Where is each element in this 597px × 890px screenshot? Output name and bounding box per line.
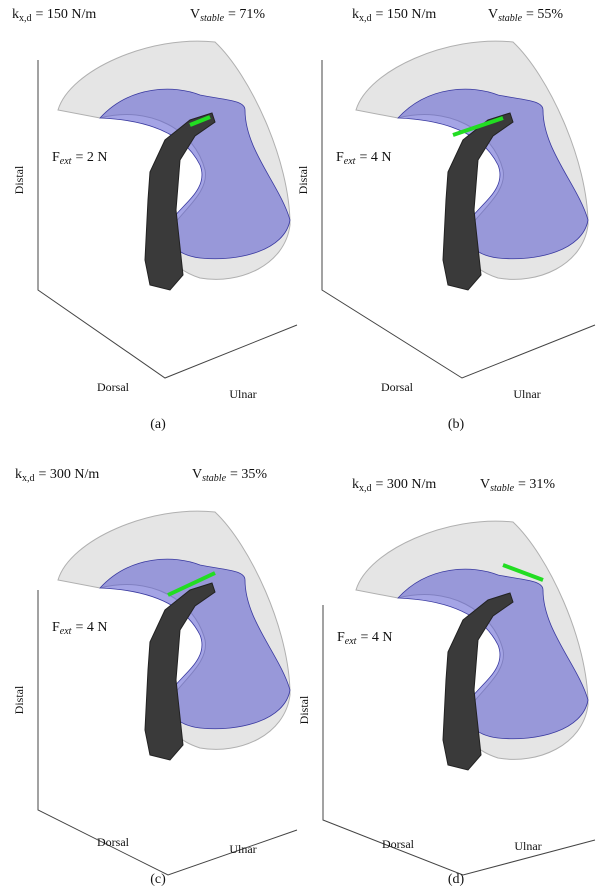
force-label: Fext= 4 N [337, 630, 392, 647]
force-label-value: = 4 N [360, 630, 392, 645]
stiffness-label-value: = 300 N/m [39, 467, 100, 482]
force-label: Fext= 4 N [52, 620, 107, 637]
stiffness-label-value: = 150 N/m [376, 7, 437, 22]
stiffness-label-subscript: x,d [22, 473, 35, 484]
rendering [356, 41, 588, 290]
volume-label: Vstable = 31% [480, 477, 555, 494]
rendering [58, 41, 290, 290]
stiffness-label-value: = 150 N/m [36, 7, 97, 22]
stiffness-label-symbol: k [15, 467, 22, 482]
stiffness-label-subscript: x,d [359, 13, 372, 24]
volume-label: Vstable = 55% [488, 7, 563, 24]
force-label-subscript: ext [345, 636, 357, 647]
volume-label-subscript: stable [200, 13, 224, 24]
force-label-value: = 2 N [75, 150, 107, 165]
volume-label-symbol: V [190, 7, 200, 22]
axis-label-dorsal: Dorsal [97, 835, 130, 849]
volume-label-subscript: stable [202, 473, 226, 484]
axis-label-dorsal: Dorsal [97, 380, 130, 394]
stiffness-label-subscript: x,d [359, 483, 372, 494]
stiffness-label-subscript: x,d [19, 13, 32, 24]
force-label-symbol: F [336, 150, 344, 165]
caption: (a) [150, 417, 166, 432]
stiffness-label: kx,d = 150 N/m [12, 7, 96, 24]
volume-label-subscript: stable [498, 13, 522, 24]
caption: (b) [448, 417, 465, 432]
volume-label-symbol: V [192, 467, 202, 482]
panel: kx,d = 300 N/m Vstable = 35% Fext= 4 N Distal… [12, 467, 297, 887]
stiffness-label-symbol: k [352, 7, 359, 22]
panel: kx,d = 150 N/m Vstable = 71% Fext= 2 N Distal… [12, 7, 297, 432]
axis-label-ulnar: Ulnar [514, 839, 541, 853]
volume-label-value: = 31% [518, 477, 555, 492]
force-label-symbol: F [337, 630, 345, 645]
axis-label-distal: Distal [297, 695, 311, 724]
volume-label-subscript: stable [490, 483, 514, 494]
force-label: Fext= 2 N [52, 150, 107, 167]
axis-label-ulnar: Ulnar [229, 387, 256, 401]
panel: kx,d = 150 N/m Vstable = 55% Fext= 4 N Distal… [296, 7, 595, 432]
force-label-subscript: ext [344, 156, 356, 167]
force-label-subscript: ext [60, 626, 72, 637]
stiffness-label: kx,d = 300 N/m [15, 467, 99, 484]
caption: (d) [448, 872, 465, 887]
panel: kx,d = 300 N/m Vstable = 31% Fext= 4 N Distal… [297, 477, 595, 887]
force-label: Fext= 4 N [336, 150, 391, 167]
force-label-value: = 4 N [359, 150, 391, 165]
stiffness-label-symbol: k [12, 7, 19, 22]
rendering [356, 521, 588, 770]
axis-label-distal: Distal [12, 165, 26, 194]
axis-label-ulnar: Ulnar [229, 842, 256, 856]
force-label-subscript: ext [60, 156, 72, 167]
stiffness-label: kx,d = 300 N/m [352, 477, 436, 494]
volume-label: Vstable = 71% [190, 7, 265, 24]
axis-label-dorsal: Dorsal [381, 380, 414, 394]
axis-label-distal: Distal [296, 165, 310, 194]
volume-label-symbol: V [480, 477, 490, 492]
volume-label-symbol: V [488, 7, 498, 22]
rendering [58, 511, 290, 760]
volume-label-value: = 55% [526, 7, 563, 22]
axis-label-distal: Distal [12, 685, 26, 714]
force-label-symbol: F [52, 150, 60, 165]
volume-label: Vstable = 35% [192, 467, 267, 484]
stiffness-label-symbol: k [352, 477, 359, 492]
force-label-value: = 4 N [75, 620, 107, 635]
caption: (c) [150, 872, 166, 887]
volume-label-value: = 35% [230, 467, 267, 482]
stiffness-label: kx,d = 150 N/m [352, 7, 436, 24]
axis-label-ulnar: Ulnar [513, 387, 540, 401]
figure: kx,d= 150 N/mVstable= 71%Fext= 2 NDistal… [0, 0, 597, 890]
stiffness-label-value: = 300 N/m [376, 477, 437, 492]
volume-label-value: = 71% [228, 7, 265, 22]
force-label-symbol: F [52, 620, 60, 635]
axis-label-dorsal: Dorsal [382, 837, 415, 851]
